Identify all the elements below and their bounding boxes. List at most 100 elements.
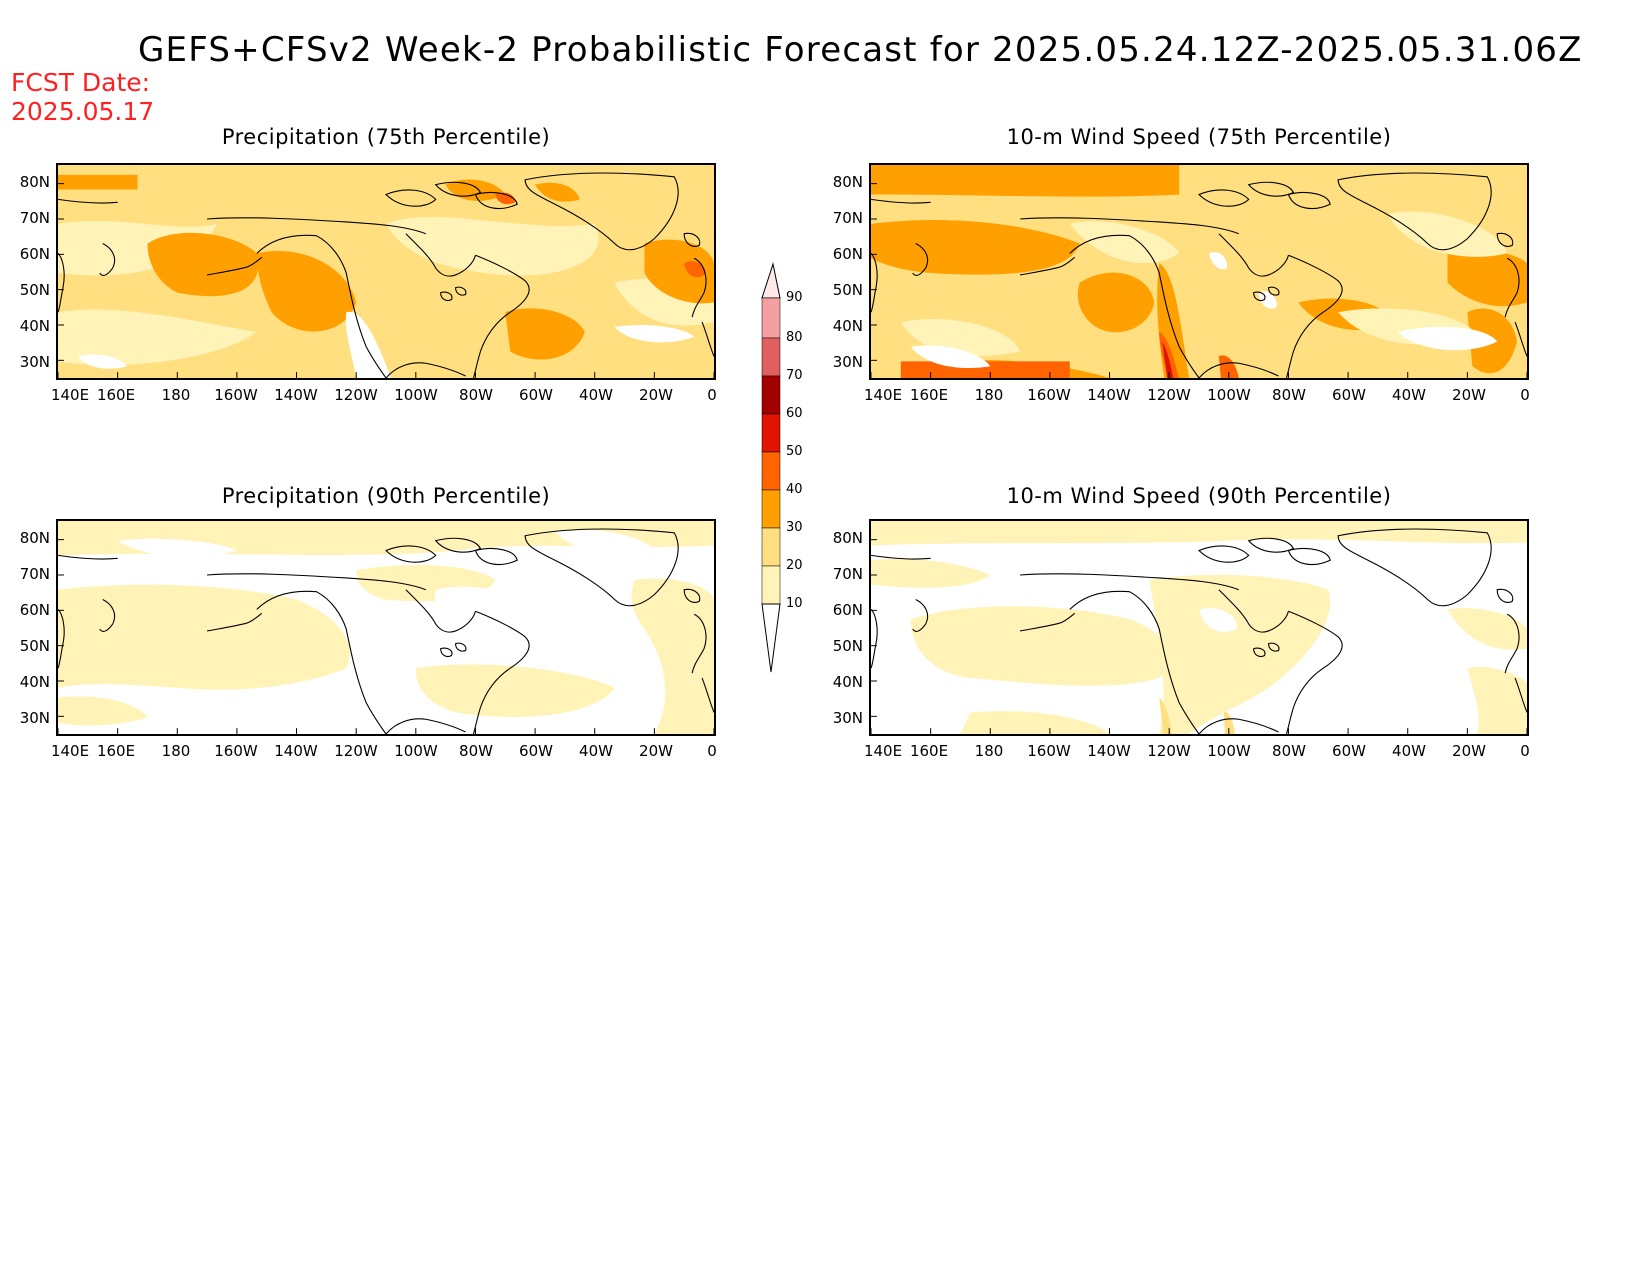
coastline [1337,528,1492,607]
coastline [871,608,878,669]
colorbar-label-10: 10 [786,596,803,611]
coastline [701,677,714,713]
contour-region-10-20 [871,558,991,588]
coastline [524,172,679,251]
coastline [1247,181,1295,197]
map-field-svg [58,521,714,734]
coastline [871,252,878,313]
contour-region-white [1397,326,1498,351]
coastline [405,233,476,277]
contour-region-10-20 [631,578,714,734]
lon-tick-label: 60W [1332,742,1366,760]
lon-tick-label: 120W [334,742,378,760]
lat-tick-label: 40N [832,317,863,335]
lon-tick-label: 160E [96,742,136,760]
coastline [1198,545,1250,563]
coastline [701,321,714,357]
contour-region-30-40 [871,165,1180,197]
coastline [256,234,387,378]
coastline [1019,256,1076,276]
contour-region-30-40 [505,308,585,360]
lon-tick-label: 20W [639,742,673,760]
colorbar-label-60: 60 [786,406,803,421]
coastline [385,189,437,207]
lon-tick-label: 120W [1147,742,1191,760]
contour-region-20-30 [1159,697,1173,734]
colorbar-bin-50-60 [761,413,781,453]
contour-region-20-30 [1223,711,1235,734]
coastline [206,256,263,276]
lon-tick-label: 160W [1027,386,1071,404]
coastline [1287,547,1331,566]
lat-tick-label: 50N [832,281,863,299]
coastline [58,252,65,313]
lon-tick-label: 180 [974,742,1004,760]
colorbar-bin-60-70 [761,375,781,415]
lon-tick-label: 160E [909,386,949,404]
panel-title-wind-90: 10-m Wind Speed (90th Percentile) [1006,484,1392,508]
colorbar-bin-80-90 [761,297,781,339]
lon-tick-label: 140E [50,386,90,404]
lon-tick-label: 180 [974,386,1004,404]
lon-tick-label: 40W [1392,742,1426,760]
lat-tick-label: 60N [19,245,50,263]
coastline [472,254,530,378]
lat-tick-label: 50N [19,281,50,299]
contour-region-30-40 [535,182,580,202]
lat-tick-label: 40N [19,673,50,691]
contour-region-10-20 [960,711,1110,734]
lon-tick-label: 140E [863,386,903,404]
map-panel-precip-90 [56,519,716,736]
coastline [207,573,426,591]
colorbar-label-90: 90 [786,290,803,305]
colorbar-bin-30-40 [761,489,781,529]
lon-tick-label: 60W [519,386,553,404]
coastline [1019,612,1076,632]
lat-tick-label: 60N [19,601,50,619]
lat-tick-label: 30N [19,709,50,727]
lon-tick-label: 20W [1452,742,1486,760]
contour-region-10-20 [58,584,350,690]
map-field-svg [58,165,714,378]
coastline [385,718,466,734]
colorbar-bin-70-80 [761,337,781,377]
contour-region-40-50 [495,192,516,205]
panel-title-precip-75: Precipitation (75th Percentile) [221,125,551,149]
coastline [1514,677,1527,713]
map-field-svg [871,165,1527,378]
lat-tick-label: 80N [19,529,50,547]
coastline [1198,362,1279,378]
lon-tick-label: 80W [459,386,493,404]
coastline [58,608,65,669]
lat-tick-label: 70N [19,565,50,583]
contour-region-30-40 [871,220,1080,275]
coastline [1496,588,1514,603]
contour-region-white [117,538,237,557]
lat-tick-label: 70N [832,565,863,583]
contour-region-10-20 [1069,221,1180,264]
lat-tick-label: 80N [832,529,863,547]
colorbar-label-40: 40 [786,482,803,497]
forecast-date-block: FCST Date: 2025.05.17 [11,68,154,126]
lon-tick-label: 120W [1147,386,1191,404]
coastline [683,232,701,247]
coastline [99,599,116,632]
lon-tick-label: 180 [161,386,191,404]
coastline [58,198,118,204]
panel-title-wind-75: 10-m Wind Speed (75th Percentile) [1006,125,1392,149]
colorbar-label-80: 80 [786,330,803,345]
lat-tick-label: 50N [832,637,863,655]
contour-region-50-60 [1162,341,1174,378]
lat-tick-label: 30N [832,709,863,727]
coastline [472,610,530,734]
lon-tick-label: 80W [459,742,493,760]
coastline [912,243,929,276]
lon-tick-label: 160W [1027,742,1071,760]
contour-region-30-40 [58,174,138,190]
coastline [912,599,929,632]
coastline [1268,642,1280,652]
lon-tick-label: 140W [274,386,318,404]
lon-tick-label: 160W [214,742,258,760]
contour-region-40-50 [684,261,707,278]
contour-region-40-50 [1159,331,1180,378]
